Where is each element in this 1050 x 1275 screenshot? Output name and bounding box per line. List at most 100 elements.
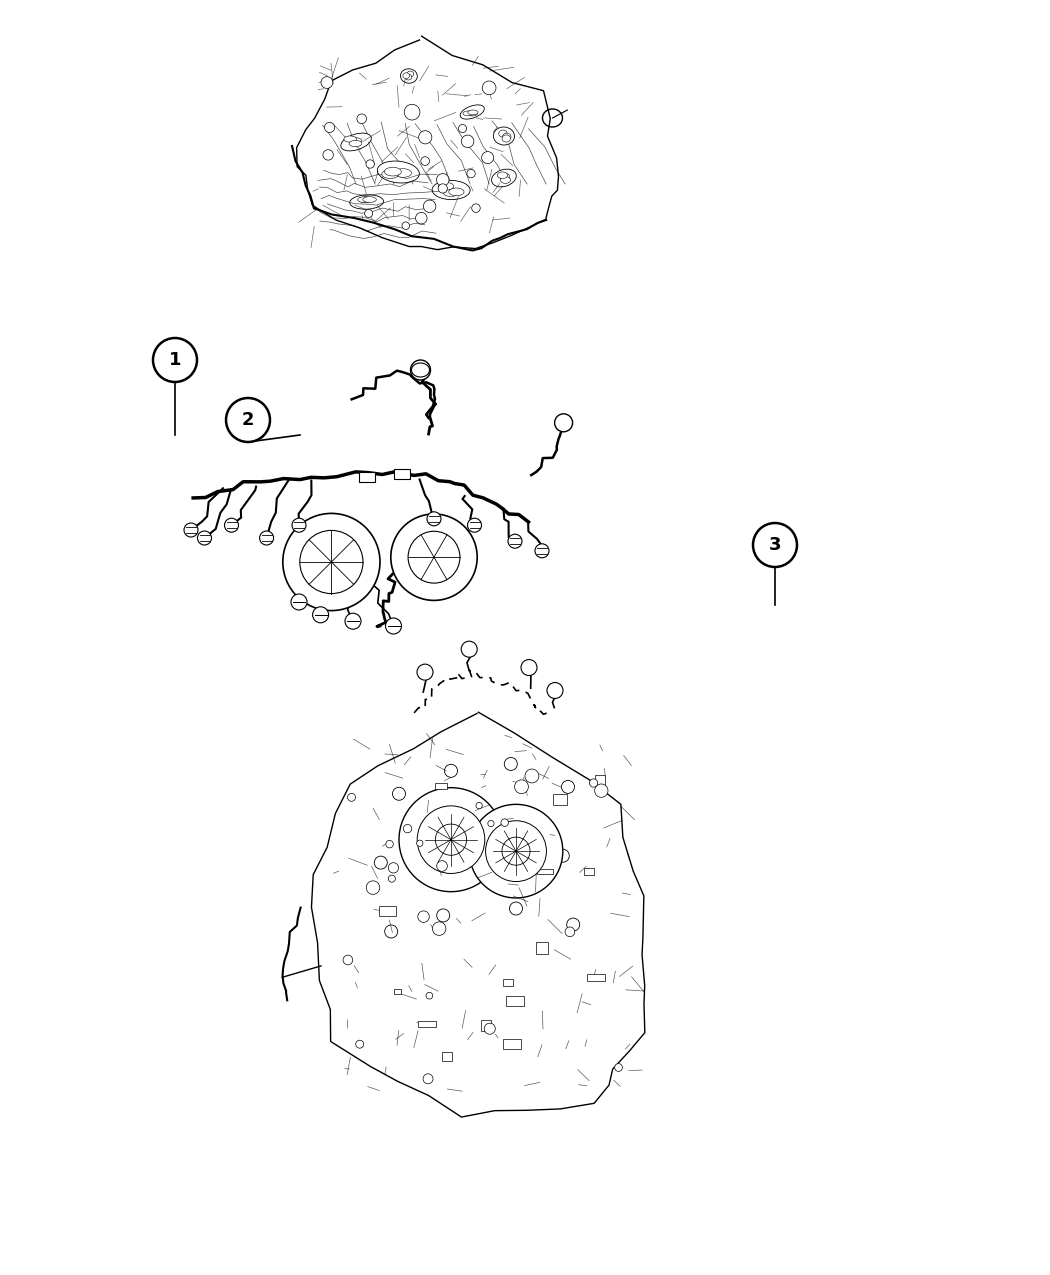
Ellipse shape bbox=[502, 135, 510, 142]
Circle shape bbox=[437, 909, 449, 922]
Circle shape bbox=[366, 159, 375, 168]
Circle shape bbox=[521, 659, 537, 676]
Text: 3: 3 bbox=[769, 536, 781, 555]
Ellipse shape bbox=[359, 196, 373, 203]
Circle shape bbox=[438, 184, 447, 193]
Ellipse shape bbox=[344, 136, 357, 143]
Text: 1: 1 bbox=[169, 351, 182, 368]
Circle shape bbox=[589, 779, 597, 787]
Ellipse shape bbox=[405, 74, 412, 80]
Ellipse shape bbox=[433, 180, 470, 200]
Circle shape bbox=[292, 518, 306, 532]
Circle shape bbox=[388, 863, 399, 873]
Bar bbox=[394, 469, 410, 479]
Circle shape bbox=[357, 113, 366, 124]
Circle shape bbox=[436, 824, 466, 856]
Circle shape bbox=[343, 955, 353, 965]
Bar bbox=[553, 793, 567, 806]
Circle shape bbox=[366, 881, 380, 894]
Circle shape bbox=[408, 532, 460, 583]
Ellipse shape bbox=[448, 187, 464, 195]
Ellipse shape bbox=[491, 170, 517, 187]
Circle shape bbox=[321, 76, 333, 88]
Circle shape bbox=[153, 338, 197, 382]
Ellipse shape bbox=[498, 172, 507, 178]
Circle shape bbox=[484, 1023, 496, 1034]
Circle shape bbox=[450, 835, 460, 844]
Circle shape bbox=[348, 793, 356, 801]
Circle shape bbox=[417, 806, 485, 873]
Circle shape bbox=[404, 105, 420, 120]
Circle shape bbox=[426, 992, 433, 1000]
Circle shape bbox=[461, 641, 477, 657]
Circle shape bbox=[385, 618, 401, 634]
Circle shape bbox=[467, 518, 482, 532]
Ellipse shape bbox=[358, 196, 372, 203]
Circle shape bbox=[374, 856, 387, 870]
Circle shape bbox=[416, 213, 427, 224]
Ellipse shape bbox=[363, 196, 376, 203]
Bar bbox=[418, 1021, 436, 1028]
Bar bbox=[585, 868, 593, 876]
Circle shape bbox=[476, 802, 482, 808]
Circle shape bbox=[388, 875, 396, 882]
Circle shape bbox=[356, 1040, 363, 1048]
Circle shape bbox=[411, 360, 430, 380]
Ellipse shape bbox=[341, 133, 372, 150]
Ellipse shape bbox=[400, 69, 417, 83]
Circle shape bbox=[364, 209, 373, 218]
Ellipse shape bbox=[377, 161, 419, 184]
Circle shape bbox=[225, 518, 238, 532]
Ellipse shape bbox=[494, 128, 514, 145]
Circle shape bbox=[291, 594, 307, 609]
Ellipse shape bbox=[463, 111, 474, 116]
Ellipse shape bbox=[468, 110, 478, 115]
Circle shape bbox=[594, 784, 608, 797]
Bar bbox=[538, 870, 553, 875]
Circle shape bbox=[501, 819, 508, 826]
Ellipse shape bbox=[501, 177, 510, 184]
Bar bbox=[594, 775, 605, 787]
Circle shape bbox=[554, 414, 572, 432]
Circle shape bbox=[565, 927, 574, 937]
Bar bbox=[503, 1039, 521, 1049]
Bar bbox=[537, 942, 548, 954]
Circle shape bbox=[504, 757, 518, 770]
Circle shape bbox=[502, 838, 530, 866]
Circle shape bbox=[426, 833, 439, 847]
Ellipse shape bbox=[350, 140, 362, 147]
Ellipse shape bbox=[499, 130, 507, 138]
Circle shape bbox=[402, 222, 410, 230]
Circle shape bbox=[753, 523, 797, 567]
Bar bbox=[435, 783, 447, 789]
Circle shape bbox=[385, 840, 394, 848]
Ellipse shape bbox=[382, 170, 399, 179]
Bar bbox=[394, 988, 401, 993]
Circle shape bbox=[509, 901, 523, 915]
Circle shape bbox=[197, 530, 211, 544]
Circle shape bbox=[391, 514, 477, 601]
Circle shape bbox=[437, 173, 449, 186]
Ellipse shape bbox=[403, 73, 410, 79]
Circle shape bbox=[547, 682, 563, 699]
Circle shape bbox=[467, 170, 476, 177]
Ellipse shape bbox=[407, 71, 414, 76]
Circle shape bbox=[482, 152, 494, 163]
Circle shape bbox=[437, 861, 447, 871]
Circle shape bbox=[423, 200, 436, 213]
Circle shape bbox=[417, 664, 433, 680]
Ellipse shape bbox=[349, 138, 361, 144]
Circle shape bbox=[403, 825, 412, 833]
Circle shape bbox=[461, 135, 474, 148]
Circle shape bbox=[184, 523, 198, 537]
Circle shape bbox=[514, 780, 528, 793]
Circle shape bbox=[399, 788, 503, 891]
Circle shape bbox=[393, 787, 405, 801]
Circle shape bbox=[471, 204, 480, 213]
Circle shape bbox=[427, 511, 441, 525]
Bar bbox=[481, 1020, 490, 1030]
Bar bbox=[503, 979, 512, 987]
Circle shape bbox=[444, 764, 458, 778]
Circle shape bbox=[323, 149, 333, 161]
Bar bbox=[506, 996, 524, 1006]
